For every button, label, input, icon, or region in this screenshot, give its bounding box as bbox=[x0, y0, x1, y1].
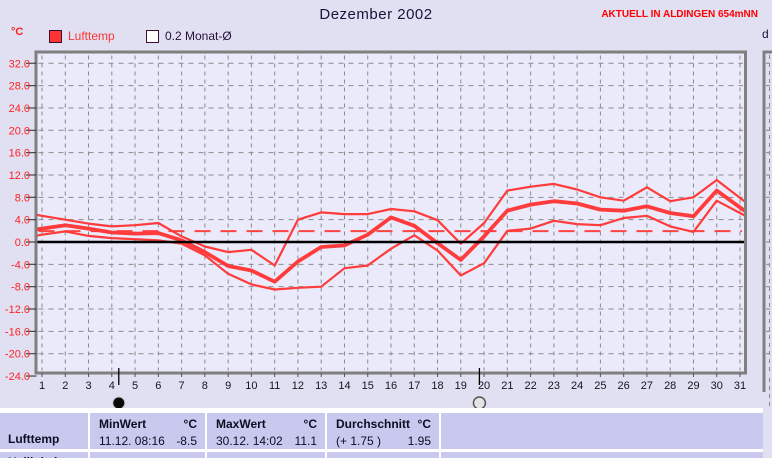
x-tick-label: 1 bbox=[39, 380, 45, 392]
legend-label: Lufttemp bbox=[68, 29, 115, 43]
minwert-header: MinWert bbox=[99, 417, 147, 431]
x-tick-label: 16 bbox=[385, 380, 397, 392]
minwert-cell: MinWert °C 11.12. 08:16 -8.5 bbox=[90, 413, 205, 449]
row2-cell bbox=[327, 452, 439, 458]
legend-label: 0.2 Monat-Ø bbox=[165, 29, 232, 43]
series-tagesmittel bbox=[35, 188, 746, 284]
y-tick-label: 24.0 bbox=[9, 103, 30, 115]
x-tick-label: 9 bbox=[225, 380, 231, 392]
temperature-chart: 32.0 28.0 24.0 20.0 16.0 12.0 8.0 4.0 0.0 -4.0 -8.… bbox=[5, 50, 772, 410]
x-tick-label: 31 bbox=[734, 380, 746, 392]
x-tick-label: 28 bbox=[664, 380, 676, 392]
y-tick-label: 12.0 bbox=[9, 170, 30, 182]
maxwert-value: 11.1 bbox=[294, 434, 317, 448]
x-tick-label: 26 bbox=[618, 380, 630, 392]
red-series-swatch-icon bbox=[49, 29, 62, 43]
durchschnitt-value: 1.95 bbox=[407, 434, 431, 448]
x-tick-label: 17 bbox=[408, 380, 420, 392]
x-tick-label: 22 bbox=[524, 380, 536, 392]
minwert-unit: °C bbox=[183, 417, 197, 431]
series-tagesminimum bbox=[36, 199, 746, 291]
y-tick-label: 20.0 bbox=[9, 125, 30, 137]
x-tick-label: 8 bbox=[202, 380, 208, 392]
station-label: AKTUELL IN ALDINGEN 654mNN bbox=[601, 9, 758, 20]
x-tick-label: 6 bbox=[155, 380, 161, 392]
durchschnitt-cell: Durchschnitt °C (+ 1.75 ) 1.95 bbox=[327, 413, 439, 449]
x-tick-label: 12 bbox=[292, 380, 304, 392]
y-tick-label: -12.0 bbox=[5, 304, 30, 316]
x-tick-label: 19 bbox=[455, 380, 467, 392]
y-tick-label: -4.0 bbox=[11, 259, 30, 271]
durchschnitt-unit: °C bbox=[417, 417, 431, 431]
legend-item-monat-avg[interactable]: 0.2 Monat-Ø bbox=[146, 29, 232, 43]
x-tick-label: 13 bbox=[315, 380, 327, 392]
row2-cell bbox=[90, 452, 205, 458]
empty-cell bbox=[441, 413, 763, 449]
y-tick-label: 4.0 bbox=[15, 215, 30, 227]
x-tick-label: 7 bbox=[179, 380, 185, 392]
x-tick-label: 14 bbox=[338, 380, 350, 392]
y-tick-label: 0.0 bbox=[15, 237, 30, 249]
x-tick-label: 29 bbox=[687, 380, 699, 392]
y-tick-label: 8.0 bbox=[15, 192, 30, 204]
maxwert-datetime: 30.12. 14:02 bbox=[216, 434, 283, 448]
y-tick-label: -16.0 bbox=[5, 326, 30, 338]
x-tick-label: 23 bbox=[548, 380, 560, 392]
x-tick-label: 21 bbox=[501, 380, 513, 392]
row2-cell bbox=[441, 452, 763, 458]
minwert-datetime: 11.12. 08:16 bbox=[99, 434, 165, 448]
x-tick-label: 15 bbox=[362, 380, 374, 392]
y-tick-label: 16.0 bbox=[9, 148, 30, 160]
series-tagesmaximum bbox=[36, 178, 746, 267]
x-tick-label: 5 bbox=[132, 380, 138, 392]
x-tick-label: 30 bbox=[711, 380, 723, 392]
durchschnitt-header: Durchschnitt bbox=[336, 417, 411, 431]
y-tick-label: -24.0 bbox=[5, 371, 30, 383]
row-label: Lufttemp bbox=[8, 432, 60, 446]
x-tick-label: 2 bbox=[62, 380, 68, 392]
x-tick-label: 24 bbox=[571, 380, 583, 392]
minwert-value: -8.5 bbox=[176, 434, 197, 448]
x-tick-label: 20 bbox=[478, 380, 490, 392]
table-row-label-cell: Lufttemp bbox=[0, 413, 88, 449]
stats-table: Lufttemp MinWert °C 11.12. 08:16 -8.5 MaxW… bbox=[0, 408, 763, 458]
x-tick-label: 25 bbox=[594, 380, 606, 392]
x-tick-label: 18 bbox=[431, 380, 443, 392]
x-tick-label: 3 bbox=[85, 380, 91, 392]
table-row2-label-cell: Helligkeit bbox=[0, 452, 88, 458]
y-tick-label: 32.0 bbox=[9, 58, 30, 70]
next-panel-partial-title: d bbox=[762, 27, 769, 41]
row2-cell bbox=[207, 452, 325, 458]
legend-item-lufttemp[interactable]: Lufttemp bbox=[49, 29, 115, 43]
y-axis-unit-label: °C bbox=[11, 26, 24, 38]
x-tick-label: 11 bbox=[269, 380, 280, 392]
maxwert-cell: MaxWert °C 30.12. 14:02 11.1 bbox=[207, 413, 325, 449]
y-tick-label: -20.0 bbox=[5, 349, 30, 361]
y-tick-label: 28.0 bbox=[9, 81, 30, 93]
x-tick-label: 10 bbox=[245, 380, 257, 392]
durchschnitt-detail: (+ 1.75 ) bbox=[336, 434, 382, 448]
checkbox-swatch-icon[interactable] bbox=[146, 29, 159, 43]
x-tick-label: 4 bbox=[109, 380, 115, 392]
maxwert-unit: °C bbox=[303, 417, 317, 431]
row2-label: Helligkeit bbox=[8, 455, 61, 458]
y-tick-label: -8.0 bbox=[11, 282, 30, 294]
maxwert-header: MaxWert bbox=[216, 417, 266, 431]
page-title: Dezember 2002 bbox=[319, 6, 433, 23]
x-tick-label: 27 bbox=[641, 380, 653, 392]
